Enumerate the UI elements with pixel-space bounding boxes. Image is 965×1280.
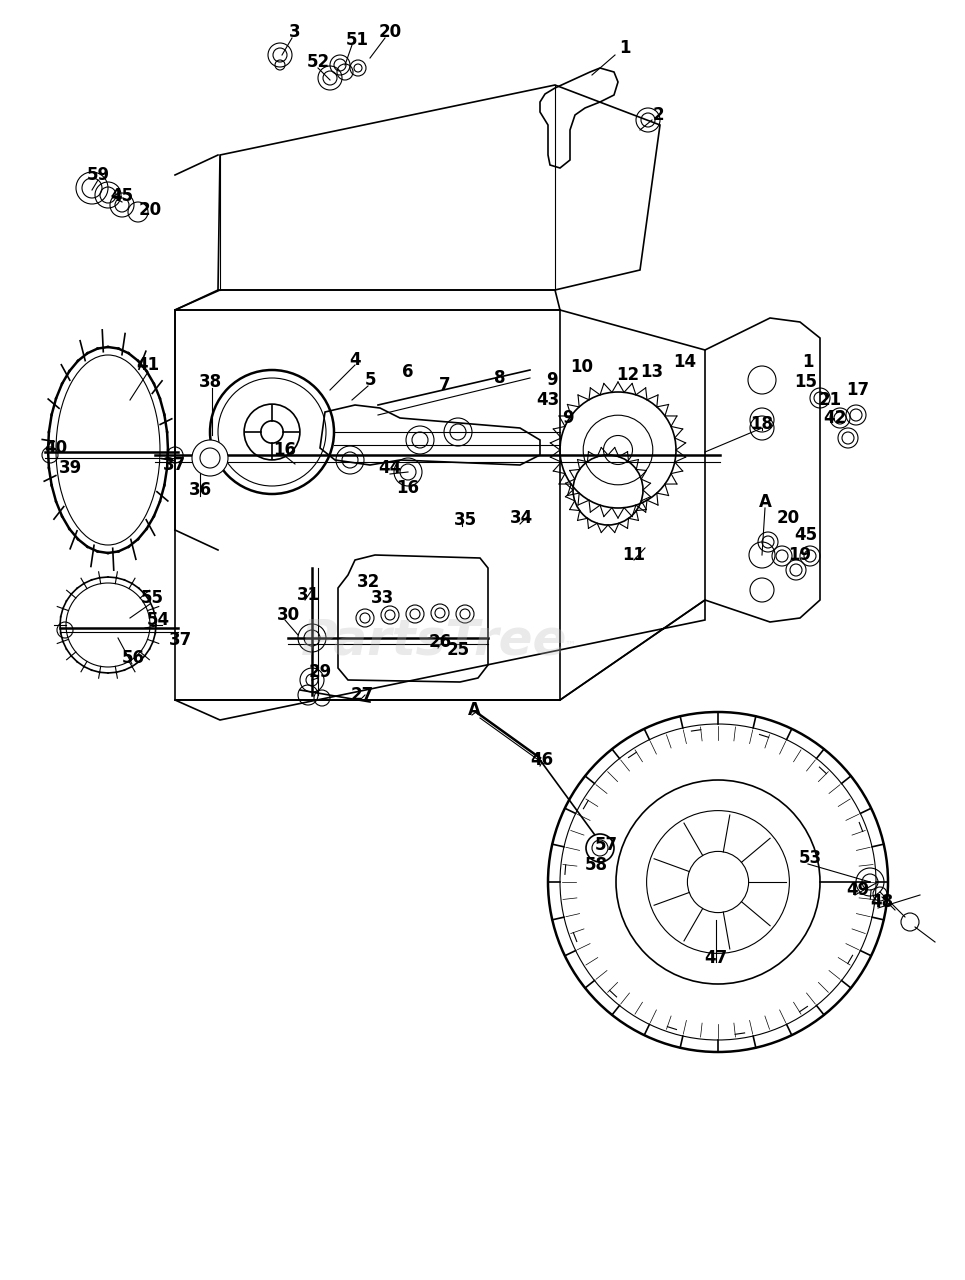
Text: 5: 5	[364, 371, 375, 389]
Circle shape	[192, 440, 228, 476]
Text: 43: 43	[537, 390, 560, 410]
Text: 17: 17	[846, 381, 869, 399]
Text: 25: 25	[447, 641, 470, 659]
Text: 59: 59	[87, 166, 110, 184]
Text: 41: 41	[136, 356, 159, 374]
Text: 26: 26	[428, 634, 452, 652]
Text: 58: 58	[585, 856, 608, 874]
Text: 9: 9	[563, 410, 574, 428]
Text: 51: 51	[345, 31, 369, 49]
Text: 15: 15	[794, 372, 817, 390]
Text: 30: 30	[276, 605, 299, 625]
Circle shape	[586, 835, 614, 861]
Text: 9: 9	[546, 371, 558, 389]
Text: 8: 8	[494, 369, 506, 387]
Text: 16: 16	[273, 442, 296, 460]
Text: 1: 1	[620, 38, 631, 58]
Text: 14: 14	[674, 353, 697, 371]
Text: 29: 29	[309, 663, 332, 681]
Text: 31: 31	[296, 586, 319, 604]
Text: 46: 46	[531, 751, 554, 769]
Text: 4: 4	[349, 351, 361, 369]
Text: 21: 21	[818, 390, 841, 410]
Text: 10: 10	[570, 358, 593, 376]
Text: 32: 32	[356, 573, 379, 591]
Text: ™: ™	[565, 641, 576, 652]
Text: 27: 27	[350, 686, 373, 704]
Text: A: A	[758, 493, 771, 511]
Text: 33: 33	[371, 589, 394, 607]
Text: 42: 42	[823, 410, 846, 428]
Text: 13: 13	[641, 364, 664, 381]
Text: 45: 45	[110, 187, 133, 205]
Text: 7: 7	[439, 376, 451, 394]
Text: 38: 38	[199, 372, 222, 390]
Text: 1: 1	[802, 353, 813, 371]
Text: 37: 37	[162, 456, 185, 474]
Text: 3: 3	[290, 23, 301, 41]
Text: 40: 40	[44, 439, 68, 457]
Text: 52: 52	[307, 52, 330, 70]
Text: 49: 49	[846, 881, 869, 899]
Text: 20: 20	[777, 509, 800, 527]
Text: 11: 11	[622, 547, 646, 564]
Text: 56: 56	[122, 649, 145, 667]
Text: 44: 44	[378, 460, 401, 477]
Text: 2: 2	[652, 106, 664, 124]
Text: 48: 48	[870, 893, 894, 911]
Text: PartsTree: PartsTree	[301, 616, 567, 664]
Text: 45: 45	[794, 526, 817, 544]
Text: 37: 37	[168, 631, 192, 649]
Text: 39: 39	[58, 460, 82, 477]
Text: 47: 47	[704, 948, 728, 966]
Text: 57: 57	[594, 836, 618, 854]
Text: 36: 36	[188, 481, 211, 499]
Text: 55: 55	[141, 589, 163, 607]
Text: 20: 20	[378, 23, 401, 41]
Text: 18: 18	[751, 415, 774, 433]
Text: 53: 53	[798, 849, 821, 867]
Text: 20: 20	[138, 201, 161, 219]
Text: 19: 19	[788, 547, 812, 564]
Text: 16: 16	[397, 479, 420, 497]
Text: 35: 35	[454, 511, 477, 529]
Text: 34: 34	[510, 509, 534, 527]
Text: 6: 6	[402, 364, 414, 381]
Text: 54: 54	[147, 611, 170, 628]
Text: 12: 12	[617, 366, 640, 384]
Text: A: A	[468, 701, 481, 719]
